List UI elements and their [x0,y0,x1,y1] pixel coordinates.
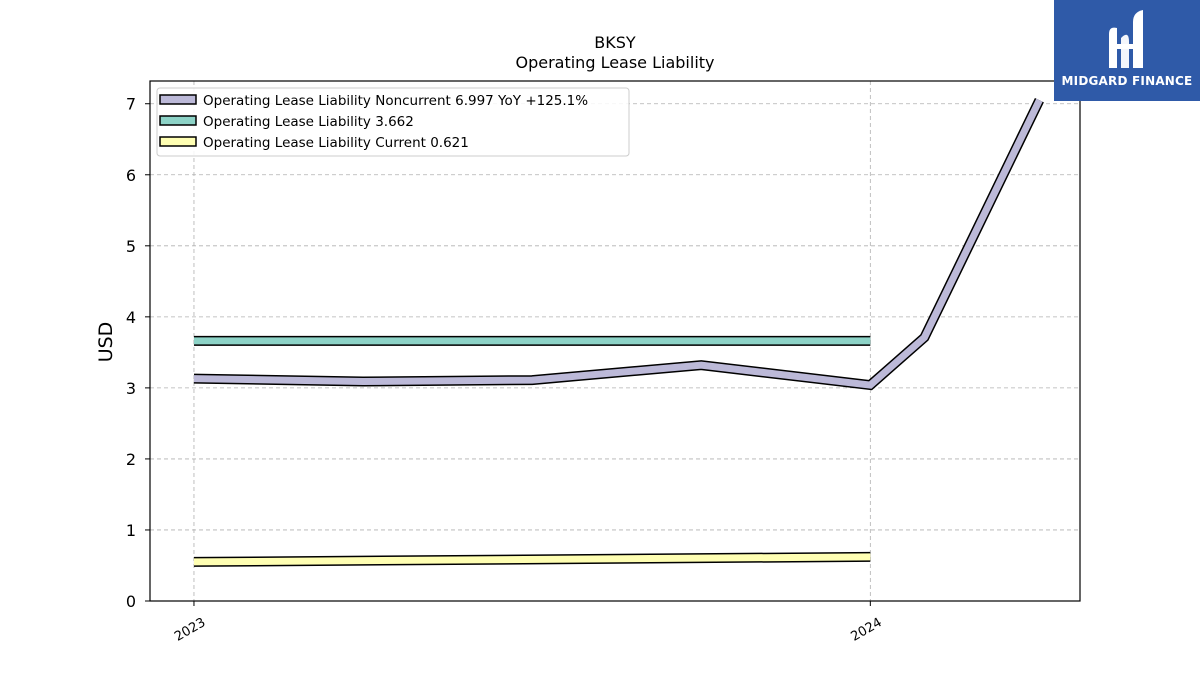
y-tick-label: 5 [126,237,136,256]
legend: Operating Lease Liability Noncurrent 6.9… [156,87,630,157]
y-tick-label: 1 [126,521,136,540]
series-0 [193,97,1044,391]
chart-subtitle: Operating Lease Liability [515,53,714,72]
x-tick-label: 2023 [172,615,208,645]
midgard-finance-logo: MIDGARD FINANCE [1054,0,1200,101]
y-tick-label: 4 [126,308,136,327]
series-2 [193,551,871,567]
y-tick-label: 0 [126,592,136,611]
chart-title: BKSY [594,33,636,52]
legend-swatch [159,115,197,126]
y-tick-label: 3 [126,379,136,398]
legend-swatch [159,136,197,147]
plot-frame [149,80,1081,602]
series-layer [193,97,1044,567]
series-line [193,98,1043,389]
y-tick-label: 7 [126,95,136,114]
legend-box [156,87,630,157]
series-line [193,553,871,566]
y-axis-label: USD [95,322,117,363]
y-tick-label: 2 [126,450,136,469]
legend-entry: Operating Lease Liability 3.662 [203,114,414,130]
legend-swatch [159,94,197,105]
legend-entry: Operating Lease Liability Noncurrent 6.9… [203,93,588,109]
y-tick-label: 6 [126,166,136,185]
midgard-logo-icon [1109,10,1143,69]
x-tick-label: 2024 [848,615,884,645]
logo-text: MIDGARD FINANCE [1061,74,1193,88]
legend-entry: Operating Lease Liability Current 0.621 [203,135,469,151]
